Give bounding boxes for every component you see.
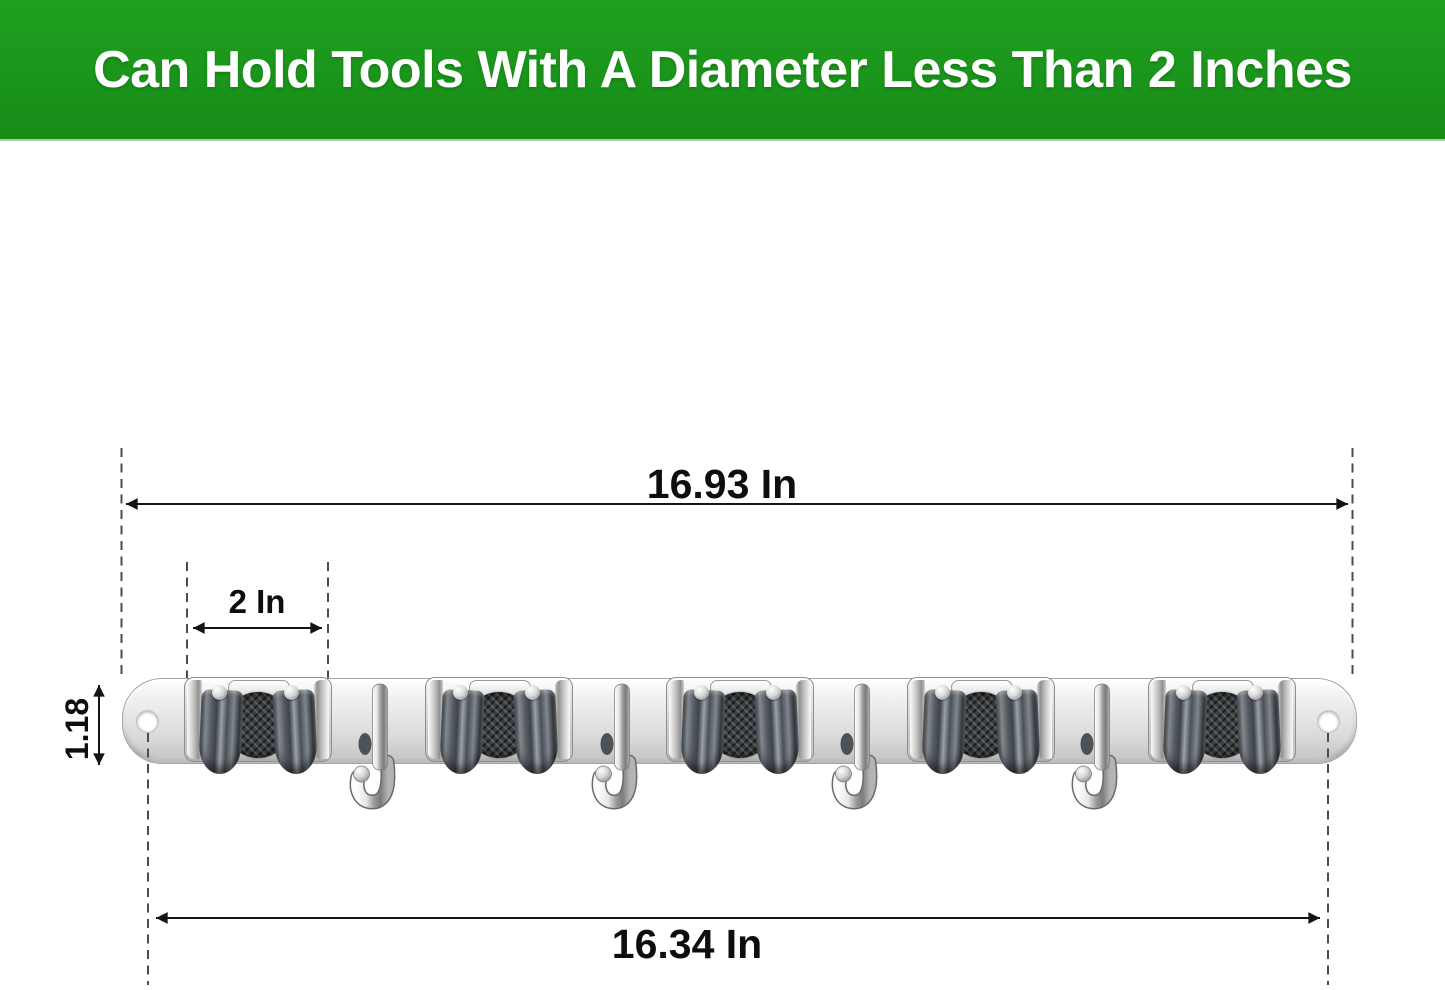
grip-roller-right [754, 689, 800, 775]
banner: Can Hold Tools With A Diameter Less Than… [0, 0, 1445, 141]
clamp-side-flange [187, 680, 202, 759]
clamp-side-flange [428, 680, 443, 759]
grip-roller-left [439, 689, 485, 775]
dimension-label-clamp-width: 2 In [228, 583, 286, 620]
gripper-clamp [666, 677, 814, 775]
clamp-side-flange [910, 680, 925, 759]
gripper-clamp [184, 677, 332, 775]
grip-roller-left [198, 689, 244, 775]
grip-roller-left [1162, 689, 1208, 775]
clamp-side-flange [669, 680, 684, 759]
screw-icon [525, 685, 540, 700]
grip-roller-right [995, 689, 1041, 775]
screw-icon [284, 685, 299, 700]
clamp-side-flange [1151, 680, 1166, 759]
grip-roller-right [272, 689, 318, 775]
gripper-clamp [425, 677, 573, 775]
mounting-hole-right [1318, 711, 1339, 732]
banner-title: Can Hold Tools With A Diameter Less Than… [93, 40, 1352, 99]
grip-roller-left [921, 689, 967, 775]
screw-icon [694, 685, 709, 700]
screw-icon [1248, 685, 1263, 700]
screw-icon [935, 685, 950, 700]
grip-roller-right [513, 689, 559, 775]
grip-roller-right [1236, 689, 1282, 775]
grip-roller-left [680, 689, 726, 775]
dimension-label-hole-spacing: 16.34 In [611, 921, 763, 967]
screw-icon [766, 685, 781, 700]
screw-icon [212, 685, 227, 700]
screw-icon [453, 685, 468, 700]
gripper-clamp [907, 677, 1055, 775]
dimension-label-total-length: 16.93 In [646, 461, 798, 507]
dimension-label-rail-height: 1.18 [59, 697, 95, 761]
screw-icon [1007, 685, 1022, 700]
gripper-clamp [1148, 677, 1296, 775]
screw-icon [1176, 685, 1191, 700]
mounting-hole-left [137, 711, 158, 732]
